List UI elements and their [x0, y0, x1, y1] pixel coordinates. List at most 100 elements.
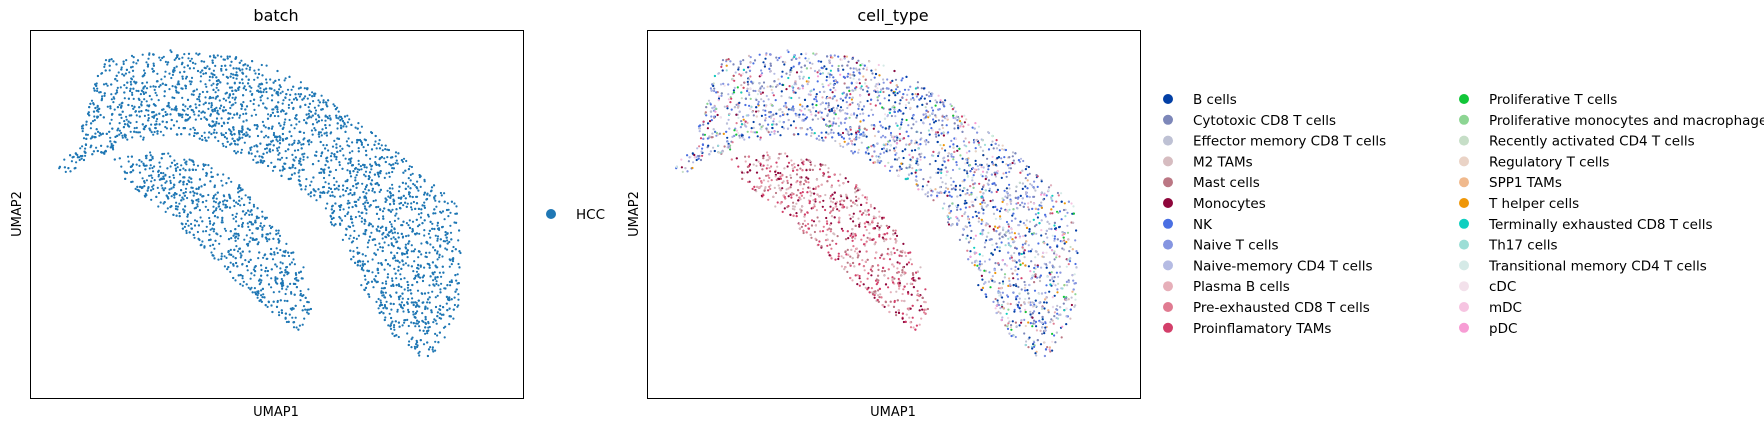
batch-point: [407, 297, 410, 301]
batch-point: [343, 115, 347, 118]
batch-point: [257, 216, 260, 219]
batch-point: [262, 124, 265, 127]
batch-point: [232, 263, 235, 266]
batch-point: [328, 170, 332, 173]
batch-point: [163, 90, 166, 93]
batch-point: [278, 169, 282, 172]
batch-point: [398, 284, 401, 288]
batch-point: [256, 134, 260, 138]
batch-point: [121, 73, 124, 76]
batch-point: [398, 261, 401, 264]
batch-point: [276, 108, 279, 111]
batch-point: [384, 316, 387, 319]
batch-point: [192, 126, 195, 129]
cell-type-point: [908, 316, 911, 319]
batch-point: [241, 136, 244, 139]
batch-point: [281, 127, 284, 130]
batch-point: [240, 107, 243, 110]
cell-type-point: [765, 167, 768, 170]
batch-point: [406, 256, 409, 259]
batch-point: [400, 305, 403, 308]
batch-point: [187, 224, 190, 227]
batch-point: [381, 210, 385, 213]
cell-type-point: [1023, 318, 1026, 321]
batch-point: [270, 304, 273, 307]
cell-type-point: [721, 59, 725, 62]
batch-point: [149, 154, 152, 157]
batch-point: [406, 301, 409, 304]
batch-point: [131, 91, 134, 94]
cell-type-point: [752, 126, 755, 129]
batch-point: [208, 131, 211, 134]
batch-point: [422, 320, 425, 323]
cell-type-point: [773, 186, 776, 189]
batch-point: [403, 277, 406, 280]
batch-point: [417, 305, 420, 308]
batch-point: [272, 237, 275, 240]
batch-point: [179, 168, 182, 172]
batch-point: [218, 99, 221, 102]
batch-point: [177, 126, 181, 129]
batch-point: [331, 212, 334, 215]
batch-point: [121, 110, 124, 113]
cell-type-point: [1034, 352, 1037, 355]
batch-point: [204, 139, 207, 142]
cell-type-point: [817, 134, 821, 138]
batch-point: [365, 208, 368, 211]
batch-point: [330, 223, 334, 226]
cell-type-point: [830, 247, 833, 250]
batch-point: [348, 170, 352, 173]
cell-type-point: [959, 154, 962, 157]
batch-point: [293, 139, 296, 142]
batch-point: [251, 232, 254, 235]
batch-point: [250, 223, 253, 226]
batch-point: [410, 165, 413, 169]
batch-point: [150, 123, 153, 126]
batch-point: [320, 154, 323, 158]
batch-point: [285, 93, 288, 96]
batch-point: [219, 235, 222, 238]
batch-point: [198, 98, 201, 101]
batch-point: [71, 156, 74, 159]
batch-point: [168, 88, 171, 91]
batch-point: [212, 196, 215, 199]
batch-point: [457, 239, 460, 242]
cell-type-point: [965, 151, 969, 154]
batch-point: [304, 185, 307, 188]
batch-point: [340, 204, 343, 207]
cell-type-point: [843, 121, 846, 124]
batch-point: [348, 237, 351, 240]
batch-point: [378, 147, 382, 150]
cell-type-point: [997, 144, 1000, 147]
batch-point: [344, 214, 347, 218]
batch-point: [310, 116, 313, 119]
batch-point: [360, 168, 363, 171]
batch-point: [210, 102, 213, 105]
batch-point: [163, 75, 166, 78]
batch-point: [273, 253, 276, 256]
batch-point: [401, 181, 404, 184]
batch-point: [304, 296, 307, 299]
batch-point: [117, 71, 120, 74]
cell-type-point: [930, 154, 934, 157]
batch-point: [357, 234, 360, 237]
batch-point: [347, 199, 350, 202]
batch-point: [357, 210, 360, 213]
cell-type-point: [857, 59, 860, 62]
batch-point: [293, 141, 296, 144]
batch-point: [370, 164, 374, 167]
cell-type-point: [774, 99, 777, 102]
batch-point: [426, 301, 429, 304]
batch-point: [248, 198, 252, 201]
batch-point: [290, 135, 293, 138]
batch-point: [431, 227, 434, 230]
batch-point: [245, 105, 249, 108]
cell-type-point: [735, 129, 739, 132]
batch-point: [248, 135, 251, 138]
cell-type-point: [979, 260, 982, 263]
cell-type-point: [1052, 205, 1055, 208]
batch-point: [226, 199, 229, 202]
cell-type-point: [838, 184, 841, 187]
cell-type-point: [816, 75, 820, 78]
